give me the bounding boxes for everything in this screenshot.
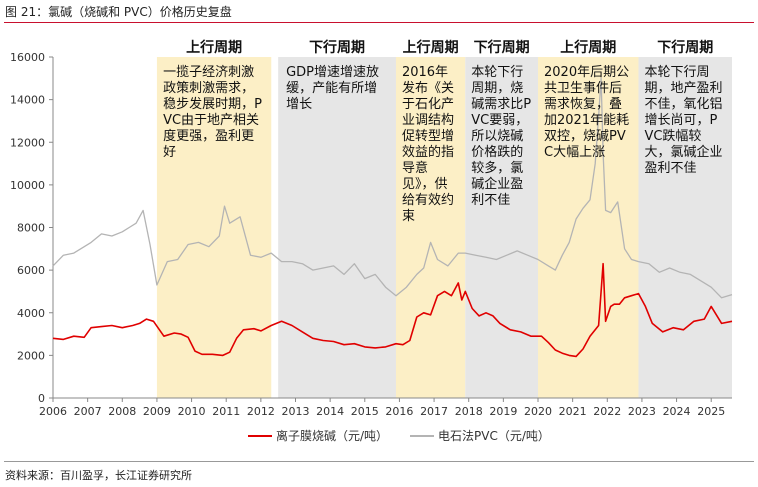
x-tick-label: 2010 bbox=[178, 405, 206, 418]
source-divider bbox=[4, 461, 754, 462]
figure-title: 图 21：氯碱（烧碱和 PVC）价格历史复盘 bbox=[5, 5, 232, 19]
y-tick-label: 16000 bbox=[10, 51, 45, 64]
title-divider bbox=[4, 22, 754, 23]
source-note: 资料来源：百川盈孚，长江证券研究所 bbox=[5, 469, 192, 482]
x-tick-label: 2020 bbox=[524, 405, 552, 418]
x-tick-label: 2015 bbox=[351, 405, 379, 418]
y-tick-label: 2000 bbox=[17, 349, 45, 362]
x-tick-label: 2016 bbox=[385, 405, 413, 418]
period-annotation-3: 2016年发布《关于石化产业调结构促转型增效益的指导意见》，供给有效约束 bbox=[401, 65, 454, 224]
x-tick-label: 2022 bbox=[593, 405, 621, 418]
period-header-4: 下行周期 bbox=[473, 40, 530, 56]
period-header-5: 上行周期 bbox=[560, 40, 617, 56]
period-annotation-5: 2020年后期公共卫生事件后需求恢复，叠加2021年能耗双控，烧碱PVC大幅上涨 bbox=[544, 65, 630, 160]
period-header-1: 上行周期 bbox=[186, 40, 243, 56]
y-tick-label: 8000 bbox=[17, 222, 45, 235]
x-tick-label: 2006 bbox=[39, 405, 67, 418]
legend-caustic-soda-label: 离子膜烧碱（元/吨） bbox=[276, 428, 388, 443]
series-line-caustic-soda bbox=[52, 262, 733, 358]
y-tick-label: 10000 bbox=[10, 179, 45, 192]
series-line-pvc bbox=[52, 77, 733, 299]
y-tick-label: 12000 bbox=[10, 136, 45, 149]
x-tick-label: 2008 bbox=[108, 405, 136, 418]
y-tick-label: 14000 bbox=[10, 94, 45, 107]
period-annotation-2: GDP增速增速放缓，产能有所增增长 bbox=[286, 65, 379, 112]
period-band-2 bbox=[278, 57, 396, 398]
x-tick-label: 2007 bbox=[74, 405, 102, 418]
price-history-chart: 0 2000 4000 6000 8000 10000 12000 14000 16000 200… bbox=[10, 51, 733, 443]
legend-pvc: 电石法PVC（元/吨） bbox=[410, 429, 550, 443]
period-annotation-6: 本轮下行周期，地产盈利不佳，氧化铝增长尚可，PVC跌幅较大，氯碱企业盈利不佳 bbox=[644, 65, 723, 176]
x-tick-label: 2023 bbox=[628, 405, 656, 418]
period-header-6: 下行周期 bbox=[657, 40, 714, 56]
x-tick-label: 2017 bbox=[420, 405, 448, 418]
x-tick-label: 2018 bbox=[455, 405, 483, 418]
x-tick-label: 2019 bbox=[489, 405, 517, 418]
x-tick-label: 2021 bbox=[559, 405, 587, 418]
period-header-2: 下行周期 bbox=[309, 40, 366, 56]
period-band-6 bbox=[638, 57, 732, 398]
period-annotation-4: 本轮下行周期，烧碱需求比PVC要弱，所以烧碱价格跌的较多，氯碱企业盈利不佳 bbox=[471, 65, 532, 208]
y-tick-label: 0 bbox=[38, 392, 45, 405]
x-tick-label: 2013 bbox=[282, 405, 310, 418]
period-annotation-1: 一揽子经济刺激政策刺激需求，稳步发展时期，PVC由于地产相关度更强，盈利更好 bbox=[163, 65, 262, 160]
x-tick-label: 2014 bbox=[316, 405, 344, 418]
period-band-1 bbox=[156, 57, 272, 398]
period-header-3: 上行周期 bbox=[402, 40, 459, 56]
x-tick-label: 2012 bbox=[247, 405, 275, 418]
period-band-4 bbox=[465, 57, 538, 398]
x-tick-label: 2009 bbox=[143, 405, 171, 418]
legend-caustic-soda: 离子膜烧碱（元/吨） bbox=[248, 428, 388, 443]
legend-pvc-label: 电石法PVC（元/吨） bbox=[438, 429, 550, 443]
x-tick-label: 2025 bbox=[697, 405, 725, 418]
y-tick-label: 4000 bbox=[17, 307, 45, 320]
x-tick-label: 2024 bbox=[663, 405, 691, 418]
x-tick-label: 2011 bbox=[212, 405, 240, 418]
y-tick-label: 6000 bbox=[17, 264, 45, 277]
